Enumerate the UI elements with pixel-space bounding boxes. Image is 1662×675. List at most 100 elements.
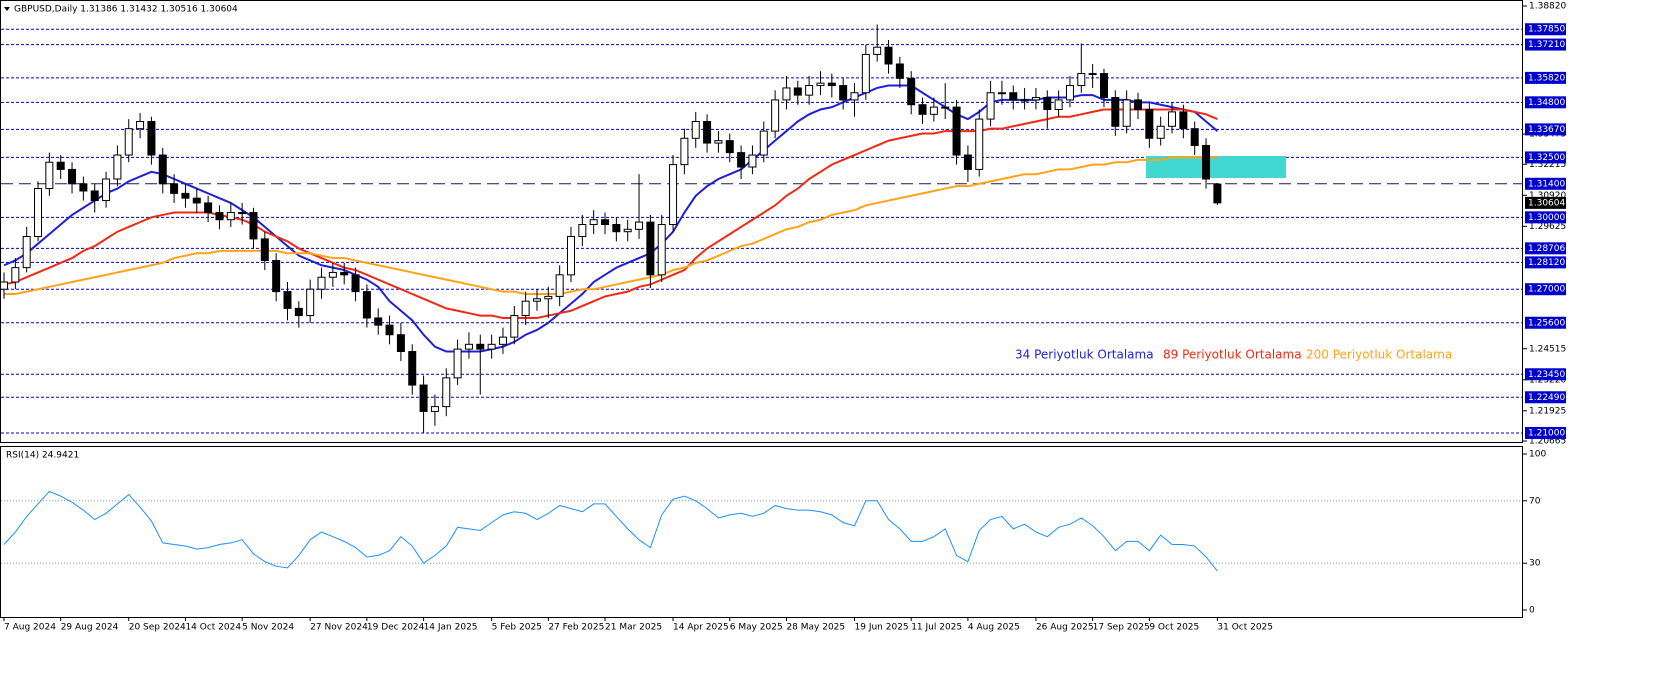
candle-body	[771, 99, 780, 132]
candle-body	[408, 351, 417, 386]
candle-body	[986, 92, 995, 120]
candle-body	[1054, 99, 1063, 111]
candle-body	[567, 235, 575, 276]
level-label: 1.37210	[1528, 40, 1565, 50]
x-tick-label: 14 Oct 2024	[185, 623, 241, 633]
candle-body	[192, 197, 201, 204]
candle-body	[521, 300, 530, 317]
level-label-box	[1525, 38, 1566, 51]
candle-body	[748, 154, 757, 168]
candle-body	[317, 276, 326, 290]
candle-body	[782, 87, 791, 101]
candle-body	[941, 106, 950, 109]
candle-body	[385, 324, 394, 336]
candle-body	[260, 238, 269, 261]
moving-average-line	[4, 156, 1218, 295]
candle-body	[895, 63, 904, 79]
level-label-box	[1525, 211, 1566, 224]
level-label-box	[1525, 283, 1566, 296]
candle-body	[204, 202, 213, 214]
candle-body	[147, 120, 156, 156]
candle-body	[158, 154, 167, 185]
candle-body	[11, 267, 20, 283]
candle-body	[1088, 73, 1097, 76]
candle-body	[430, 406, 439, 412]
candle-body	[839, 85, 848, 101]
x-tick-label: 17 Sep 2025	[1093, 623, 1150, 633]
candle-body	[1111, 97, 1120, 127]
candle-body	[907, 77, 916, 106]
x-tick-label: 14 Apr 2025	[673, 623, 729, 633]
candle-body	[272, 259, 281, 293]
candle-body	[487, 343, 496, 350]
x-tick-label: 5 Feb 2025	[492, 623, 542, 633]
candle-body	[124, 128, 133, 156]
candle-body	[498, 336, 507, 345]
candle-body	[113, 154, 122, 180]
candle-body	[703, 120, 712, 144]
level-label: 1.34800	[1528, 98, 1565, 108]
candle-body	[793, 87, 802, 96]
candle-body	[532, 298, 541, 302]
rsi-tick-label: 0	[1529, 606, 1535, 616]
candle-body	[181, 192, 190, 199]
candle-body	[362, 291, 371, 319]
level-label: 1.37850	[1528, 25, 1565, 35]
x-tick-label: 27 Nov 2024	[310, 623, 368, 633]
candle-body	[873, 46, 882, 55]
candle-body	[1190, 128, 1199, 146]
candle-body	[714, 140, 723, 144]
candle-body	[1031, 97, 1040, 101]
level-label: 1.25600	[1528, 318, 1565, 328]
price-panel: 1.388201.334751.322151.309201.296251.245…	[0, 2, 1566, 447]
level-label-box	[1525, 23, 1566, 36]
level-label-box	[1525, 256, 1566, 269]
candle-body	[691, 120, 700, 139]
candle-body	[1009, 92, 1018, 101]
level-label-box	[1525, 177, 1566, 190]
y-tick-label: 1.30920	[1529, 191, 1566, 201]
candle-body	[963, 154, 972, 170]
level-label-box	[1525, 316, 1566, 329]
rsi-tick-label: 30	[1529, 559, 1541, 569]
candle-body	[453, 348, 462, 379]
x-tick-label: 5 Nov 2024	[242, 623, 294, 633]
level-label: 1.28706	[1528, 244, 1565, 254]
x-tick-label: 19 Dec 2024	[367, 623, 425, 633]
last-price-label: 1.30604	[1528, 198, 1565, 208]
candle-body	[45, 161, 54, 190]
candle-body	[1168, 111, 1177, 127]
candle-body	[1065, 85, 1074, 101]
x-tick-label: 9 Oct 2025	[1149, 623, 1199, 633]
y-tick-label: 1.24515	[1529, 344, 1566, 354]
level-label: 1.35820	[1528, 73, 1565, 83]
candle-body	[918, 104, 927, 115]
candle-body	[1179, 111, 1188, 130]
candle-body	[884, 46, 893, 65]
y-tick-label: 1.32215	[1529, 160, 1566, 170]
candle-body	[464, 343, 473, 350]
menu-icon	[4, 7, 10, 11]
x-tick-label: 28 May 2025	[786, 623, 845, 633]
x-tick-label: 14 Jan 2025	[424, 623, 478, 633]
candle-body	[827, 82, 836, 87]
level-label: 1.27000	[1528, 285, 1565, 295]
candle-body	[90, 190, 99, 202]
candle-body	[1099, 73, 1108, 99]
candle-body	[328, 271, 337, 278]
candle-body	[861, 53, 870, 94]
level-label: 1.33670	[1528, 125, 1565, 135]
level-label: 1.31400	[1528, 179, 1565, 189]
level-label: 1.28120	[1528, 258, 1565, 268]
candle-body	[737, 152, 746, 168]
level-label-box	[1525, 368, 1566, 381]
level-label-box	[1525, 151, 1566, 164]
level-label: 1.32500	[1528, 153, 1565, 163]
candle-body	[578, 224, 587, 237]
candle-body	[635, 221, 644, 230]
candle-body	[442, 377, 451, 408]
level-label-box	[1525, 426, 1566, 439]
candle-body	[759, 130, 768, 156]
